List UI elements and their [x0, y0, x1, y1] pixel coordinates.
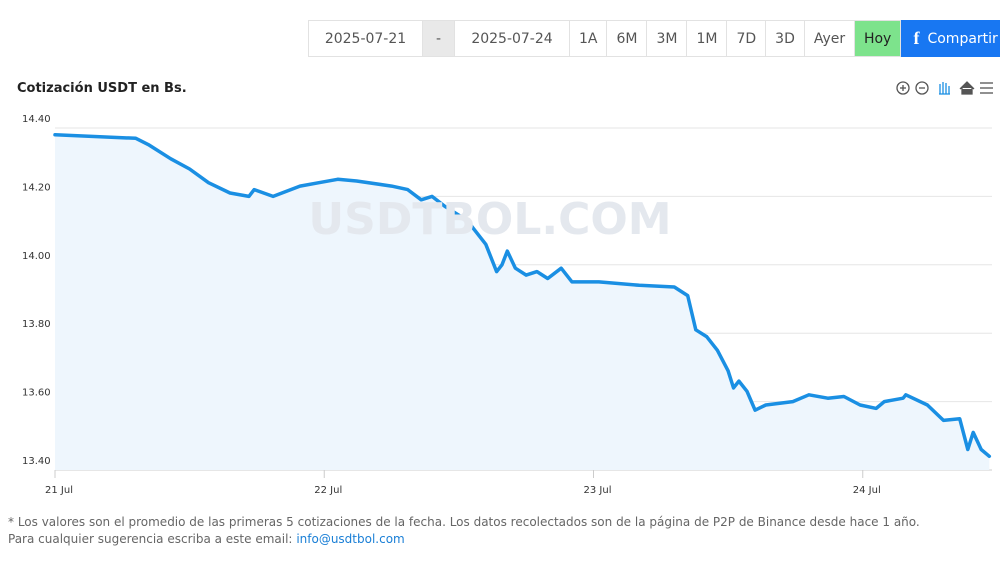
share-button[interactable]: f Compartir	[901, 20, 1000, 57]
watermark: USDTBOL.COM	[308, 194, 671, 245]
toolbar: 2025-07-21 - 2025-07-24 1A 6M 3M 1M 7D 3D Ayer…	[308, 20, 1000, 57]
footnote: * Los valores son el promedio de las pri…	[8, 514, 920, 548]
x-tick-label: 23 Jul	[584, 485, 612, 496]
range-button[interactable]: 3M	[647, 20, 688, 57]
date-from[interactable]: 2025-07-21	[308, 20, 423, 57]
range-button[interactable]: 3D	[766, 20, 805, 57]
share-label: Compartir	[927, 30, 998, 47]
line	[53, 133, 992, 459]
x-tick-label: 24 Jul	[853, 485, 881, 496]
chart-title: Cotización USDT en Bs.	[17, 81, 187, 96]
chart: Cotización USDT en Bs. 13.40 13.60 13.80 14…	[17, 81, 993, 496]
today-button[interactable]: Hoy	[855, 20, 902, 57]
range-button[interactable]: 1A	[570, 20, 608, 57]
range-button[interactable]: Ayer	[804, 20, 856, 57]
facebook-icon: f	[913, 28, 920, 48]
x-tick-label: 21 Jul	[45, 485, 73, 496]
date-to[interactable]: 2025-07-24	[455, 20, 570, 57]
y-tick-label: 13.80	[22, 319, 51, 330]
range-button[interactable]: 1M	[687, 20, 728, 57]
y-tick-label: 13.60	[22, 388, 51, 399]
footnote-line: Para cualquier sugerencia escriba a este…	[8, 531, 920, 548]
y-tick-label: 14.20	[22, 182, 51, 193]
y-tick-label: 14.00	[22, 251, 51, 262]
y-tick-label: 13.40	[22, 456, 51, 467]
range-button[interactable]: 6M	[607, 20, 648, 57]
range-button[interactable]: 7D	[727, 20, 767, 57]
date-separator: -	[423, 20, 455, 57]
footnote-text: Para cualquier sugerencia escriba a este…	[8, 532, 293, 546]
chart-tools[interactable]	[896, 81, 993, 95]
y-tick-label: 14.40	[22, 114, 51, 125]
email-link[interactable]: info@usdtbol.com	[296, 532, 405, 546]
x-tick-label: 22 Jul	[314, 485, 342, 496]
footnote-line: * Los valores son el promedio de las pri…	[8, 515, 920, 529]
area-fill	[55, 134, 990, 471]
